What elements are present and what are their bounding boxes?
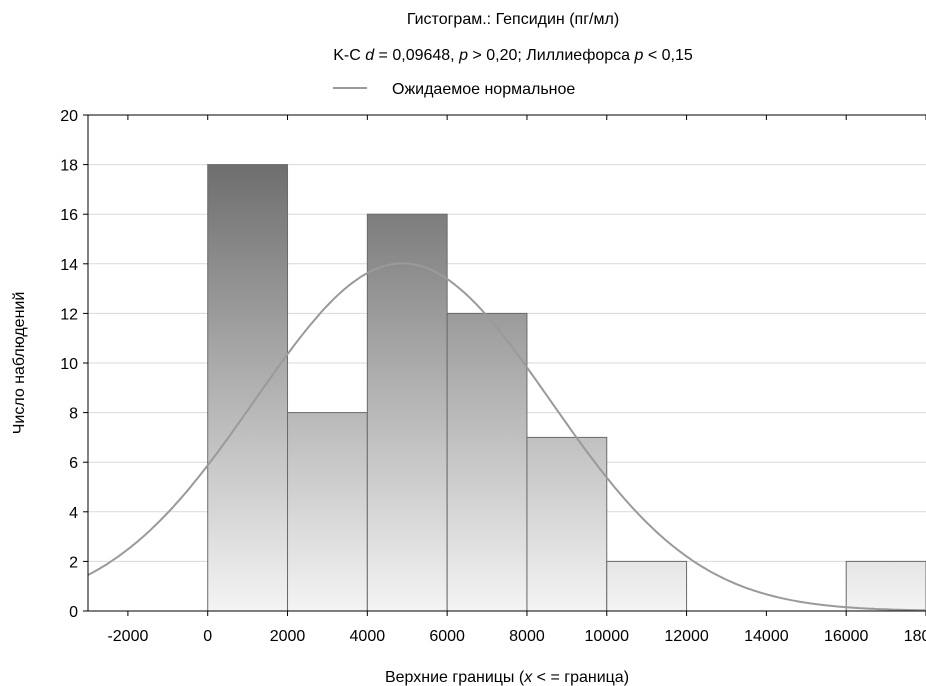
y-tick-label: 8 <box>69 406 78 423</box>
x-tick-label: 16000 <box>824 628 869 645</box>
x-tick-label: 2000 <box>270 628 306 645</box>
y-tick-label: 18 <box>60 158 78 175</box>
x-tick-label: 14000 <box>744 628 789 645</box>
x-tick-label: 6000 <box>429 628 465 645</box>
chart-title: Гистограм.: Гепсидин (пг/мл) <box>407 11 619 28</box>
chart-subtitle: K-C d = 0,09648, p > 0,20; Лиллиефорса p… <box>333 47 693 64</box>
legend: Ожидаемое нормальное <box>333 81 575 98</box>
y-tick-label: 6 <box>69 455 78 472</box>
normal-curve <box>87 262 926 612</box>
x-tick-label: 10000 <box>585 628 630 645</box>
histogram-bar <box>207 164 289 612</box>
x-axis-title: Верхние границы (x < = граница) <box>385 669 629 686</box>
legend-label: Ожидаемое нормальное <box>392 81 575 98</box>
histogram-bar <box>606 560 688 612</box>
histogram-bar <box>366 213 448 612</box>
x-tick-label: 8000 <box>509 628 545 645</box>
histogram-bar <box>526 436 608 612</box>
y-tick-label: 2 <box>69 554 78 571</box>
y-axis-title: Число наблюдений <box>11 292 28 435</box>
x-tick-label: 18000 <box>904 628 926 645</box>
y-tick-label: 4 <box>69 505 78 522</box>
y-tick-label: 12 <box>60 306 78 323</box>
x-tick-label: 0 <box>203 628 212 645</box>
y-tick-label: 20 <box>60 108 78 125</box>
y-tick-label: 14 <box>60 257 78 274</box>
x-tick-label: 4000 <box>350 628 386 645</box>
normal-curve-group <box>87 262 926 612</box>
x-ticks: -2000 0 2000 4000 6000 8000 10000 12000 14000 160… <box>107 115 926 645</box>
y-tick-label: 0 <box>69 604 78 621</box>
histogram-bar <box>446 312 528 612</box>
x-tick-label: 12000 <box>664 628 709 645</box>
y-tick-label: 16 <box>60 207 78 224</box>
histogram-bar <box>845 560 926 612</box>
y-tick-label: 10 <box>60 356 78 373</box>
y-ticks: 0 2 4 6 8 10 12 14 16 18 20 <box>60 108 88 621</box>
bars <box>207 164 926 612</box>
histogram-bar <box>287 412 368 612</box>
x-tick-label: -2000 <box>107 628 148 645</box>
